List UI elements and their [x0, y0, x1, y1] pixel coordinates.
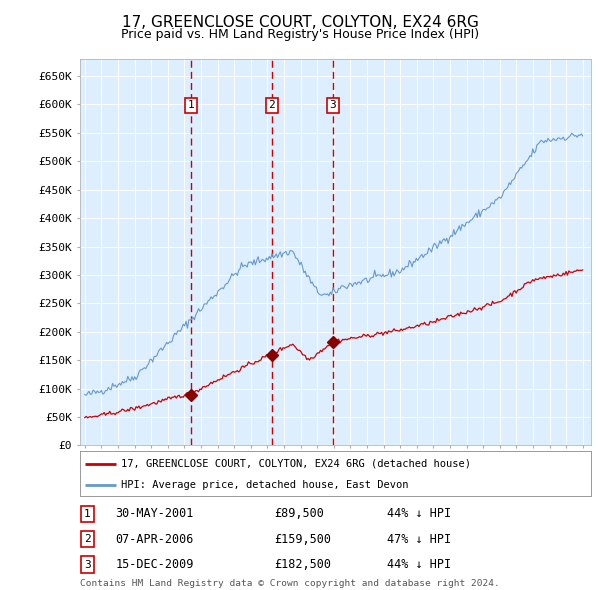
Text: 1: 1	[188, 100, 194, 110]
Text: 3: 3	[84, 559, 91, 569]
Text: HPI: Average price, detached house, East Devon: HPI: Average price, detached house, East…	[121, 480, 408, 490]
Text: 07-APR-2006: 07-APR-2006	[116, 533, 194, 546]
Text: 47% ↓ HPI: 47% ↓ HPI	[386, 533, 451, 546]
Text: £89,500: £89,500	[274, 507, 324, 520]
Text: 17, GREENCLOSE COURT, COLYTON, EX24 6RG: 17, GREENCLOSE COURT, COLYTON, EX24 6RG	[122, 15, 478, 30]
Text: 30-MAY-2001: 30-MAY-2001	[116, 507, 194, 520]
Text: 17, GREENCLOSE COURT, COLYTON, EX24 6RG (detached house): 17, GREENCLOSE COURT, COLYTON, EX24 6RG …	[121, 459, 470, 468]
Text: 44% ↓ HPI: 44% ↓ HPI	[386, 507, 451, 520]
Text: Price paid vs. HM Land Registry's House Price Index (HPI): Price paid vs. HM Land Registry's House …	[121, 28, 479, 41]
Text: 15-DEC-2009: 15-DEC-2009	[116, 558, 194, 571]
Text: £159,500: £159,500	[274, 533, 331, 546]
Text: £182,500: £182,500	[274, 558, 331, 571]
Text: 1: 1	[84, 509, 91, 519]
Text: 2: 2	[84, 534, 91, 544]
Text: 3: 3	[330, 100, 337, 110]
Text: 44% ↓ HPI: 44% ↓ HPI	[386, 558, 451, 571]
Text: 2: 2	[268, 100, 275, 110]
Text: Contains HM Land Registry data © Crown copyright and database right 2024.
This d: Contains HM Land Registry data © Crown c…	[80, 579, 500, 590]
